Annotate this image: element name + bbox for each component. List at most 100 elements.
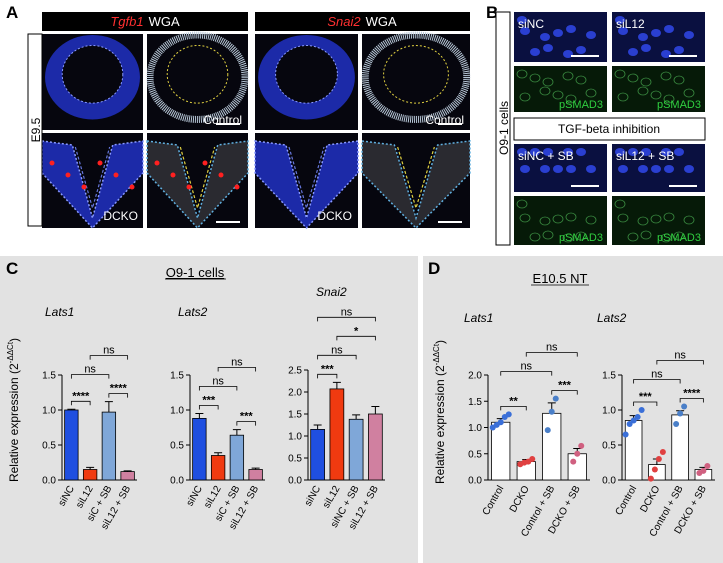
y-tick-label: 1.0 bbox=[468, 423, 482, 434]
header-bar bbox=[42, 12, 248, 31]
data-point bbox=[622, 431, 629, 438]
nucleus bbox=[553, 165, 563, 173]
row-label: Control bbox=[203, 113, 242, 127]
y-tick-label: 1.5 bbox=[42, 371, 56, 382]
nucleus bbox=[516, 199, 528, 209]
tissue bbox=[254, 140, 359, 230]
data-point bbox=[497, 419, 504, 426]
significance-label: ns bbox=[341, 306, 353, 318]
bar bbox=[542, 412, 562, 481]
error-bar bbox=[251, 467, 260, 470]
nucleus bbox=[586, 165, 596, 173]
tissue bbox=[361, 140, 471, 230]
nucleus bbox=[684, 165, 694, 173]
y-tick-label: 0.5 bbox=[288, 454, 302, 465]
nucleus bbox=[575, 231, 587, 241]
signal bbox=[186, 184, 192, 190]
bar bbox=[368, 413, 383, 481]
condition: siNC bbox=[518, 17, 544, 31]
nucleus bbox=[637, 86, 649, 96]
stain: WGA bbox=[149, 14, 180, 29]
nucleus bbox=[530, 148, 540, 156]
y-tick-label: 1.0 bbox=[170, 406, 184, 417]
significance-bracket bbox=[633, 401, 658, 406]
error-bar bbox=[371, 406, 380, 414]
significance-label: **** bbox=[683, 388, 701, 400]
nucleus bbox=[674, 148, 684, 156]
nucleus bbox=[617, 92, 629, 102]
nucleus bbox=[650, 90, 662, 100]
y-axis-label: Relative expression (2-ΔΔCt) bbox=[432, 340, 447, 484]
data-point bbox=[677, 410, 684, 417]
nucleus bbox=[615, 16, 625, 24]
nucleus bbox=[542, 77, 554, 87]
nucleus bbox=[661, 148, 671, 156]
nucleus bbox=[674, 46, 684, 54]
nucleus bbox=[618, 165, 628, 173]
nucleus bbox=[542, 230, 554, 240]
nucleus bbox=[638, 33, 648, 41]
y-tick-label: 1.5 bbox=[288, 410, 302, 421]
nucleus bbox=[683, 215, 695, 225]
nucleus bbox=[628, 148, 638, 156]
bar bbox=[624, 420, 643, 481]
panel-d-bg bbox=[423, 256, 723, 563]
ylabel-end: ) bbox=[433, 340, 447, 344]
nucleus bbox=[585, 88, 597, 98]
data-point bbox=[626, 421, 633, 427]
nucleus bbox=[683, 88, 695, 98]
error-bar bbox=[86, 466, 95, 470]
nucleus bbox=[562, 71, 574, 81]
significance-bracket bbox=[89, 355, 129, 360]
panel-label: D bbox=[428, 259, 440, 278]
marker: pSMAD3 bbox=[559, 232, 603, 244]
significance-label: ns bbox=[520, 361, 532, 373]
nucleus bbox=[516, 69, 528, 79]
nucleus bbox=[530, 48, 540, 56]
error-bar bbox=[104, 401, 113, 413]
bar bbox=[229, 434, 245, 481]
nucleus bbox=[651, 29, 661, 37]
data-point bbox=[544, 427, 551, 434]
y-tick-label: 0.5 bbox=[42, 441, 56, 452]
nucleus bbox=[663, 212, 675, 222]
treatment: TGF-beta inhibition bbox=[558, 122, 660, 136]
ylabel-end: ) bbox=[7, 338, 21, 342]
gene: Tgfb1 bbox=[110, 14, 143, 29]
nucleus bbox=[641, 44, 651, 52]
significance-bracket bbox=[336, 335, 376, 341]
data-point bbox=[634, 414, 641, 420]
condition: siL12 bbox=[616, 17, 645, 31]
significance-label: ** bbox=[509, 395, 518, 407]
significance-label: *** bbox=[558, 380, 572, 392]
y-tick-label: 2.0 bbox=[468, 371, 482, 382]
error-bar bbox=[214, 452, 223, 456]
condition: siNC + SB bbox=[518, 149, 574, 163]
significance-label: ns bbox=[331, 344, 343, 356]
bar bbox=[491, 421, 511, 481]
panel-label: B bbox=[486, 3, 498, 22]
bar bbox=[310, 428, 325, 481]
nucleus bbox=[517, 148, 527, 156]
significance-label: ns bbox=[231, 357, 243, 369]
signal bbox=[113, 172, 119, 178]
nucleus bbox=[566, 25, 576, 33]
nucleus bbox=[638, 165, 648, 173]
nucleus bbox=[563, 50, 573, 58]
tissue bbox=[361, 31, 471, 123]
micrograph bbox=[514, 196, 607, 245]
nucleus bbox=[641, 148, 651, 156]
signal bbox=[129, 184, 135, 190]
stain: WGA bbox=[366, 14, 397, 29]
bar bbox=[567, 453, 587, 481]
nucleus bbox=[539, 86, 551, 96]
nucleus bbox=[519, 213, 531, 223]
row-label: Control bbox=[425, 113, 464, 127]
header-bar bbox=[255, 12, 470, 31]
y-tick-label: 0.5 bbox=[170, 441, 184, 452]
signal bbox=[218, 172, 224, 178]
gene: Snai2 bbox=[327, 14, 361, 29]
significance-bracket bbox=[70, 400, 91, 406]
cells-label: O9-1 cells bbox=[497, 101, 511, 155]
nucleus bbox=[637, 216, 649, 226]
